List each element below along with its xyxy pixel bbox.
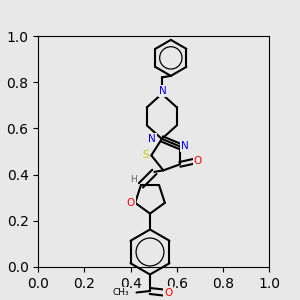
- Text: N: N: [160, 86, 167, 96]
- Text: O: O: [127, 198, 135, 208]
- Text: CH₃: CH₃: [112, 288, 129, 297]
- Text: S: S: [142, 150, 149, 161]
- Text: O: O: [164, 287, 172, 298]
- Text: O: O: [194, 156, 202, 167]
- Text: N: N: [148, 134, 156, 144]
- Text: N: N: [182, 141, 189, 152]
- Text: H: H: [130, 175, 137, 184]
